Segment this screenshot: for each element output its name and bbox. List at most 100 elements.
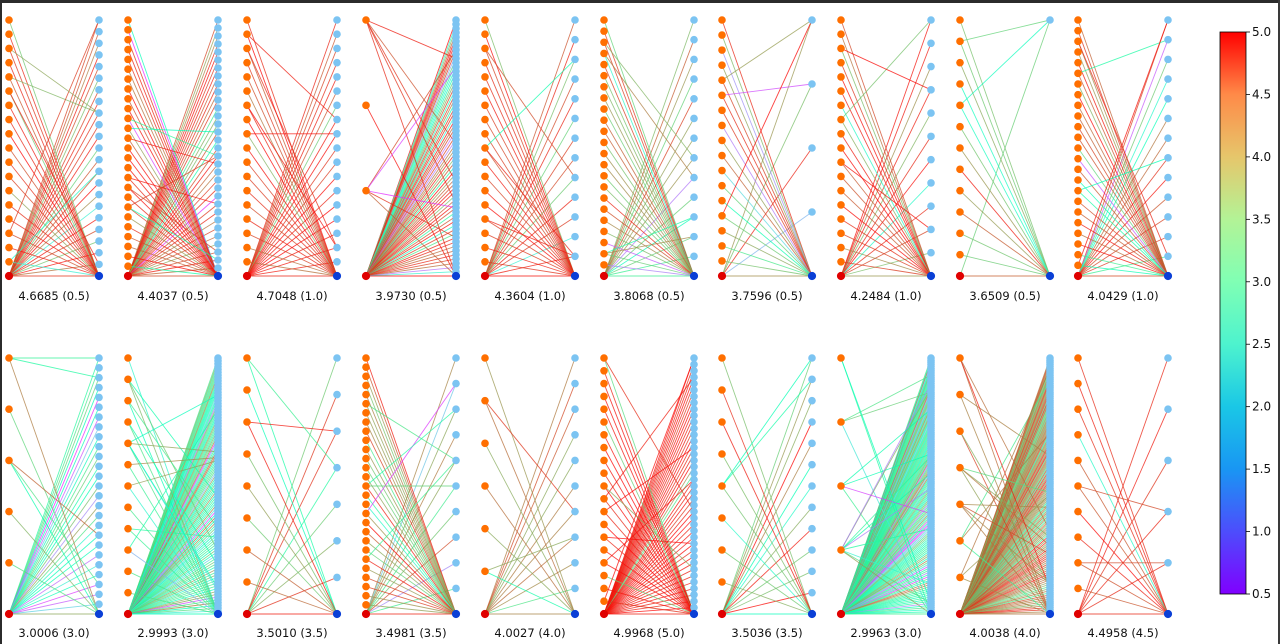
left-node [5,44,13,53]
edge-group [127,19,219,277]
left-node [1074,154,1082,163]
right-node [1164,559,1172,567]
left-node [362,591,370,600]
left-node [600,418,608,426]
left-node [362,16,370,24]
graph-edge [484,34,576,277]
left-node [837,257,845,266]
left-node [837,87,845,95]
graph-edge [127,115,219,277]
graph-edge [365,604,457,615]
graph-edge [365,173,457,277]
graph-edge [721,185,813,277]
right-node [1164,456,1172,465]
left-node [718,386,726,394]
right-node [1164,16,1172,24]
right-node [333,573,341,582]
right-node [690,584,698,593]
graph-edge [840,19,932,120]
graph-edge [127,137,219,277]
graph-edge [721,389,813,615]
panel-caption: 4.0027 (4.0) [494,626,565,640]
graph-edge [840,161,932,230]
right-node [214,128,222,136]
right-node [333,229,341,238]
left-node [1074,101,1082,110]
graph-edge [1077,147,1169,277]
graph-edge [603,415,695,615]
edge-group [127,357,219,615]
right-node [214,96,222,104]
graph-edge [603,216,695,277]
graph-panel: 3.0006 (3.0) [4,354,104,640]
graph-edge [127,602,219,615]
graph-edge [840,19,932,277]
graph-edge [127,582,219,615]
graph-panel: 2.9993 (3.0) [123,354,223,640]
right-node [95,74,103,82]
right-node [333,243,341,252]
right-node [571,114,579,123]
graph-edge [365,549,457,615]
edge-group [603,19,695,277]
graph-edge [127,443,219,589]
right-node [95,393,103,402]
graph-edge [840,472,932,551]
left-node [600,520,608,529]
graph-edge [8,147,100,277]
graph-edge [959,467,1051,538]
graph-edge [603,164,695,277]
graph-edge [840,487,932,551]
graph-edge [603,479,695,564]
right-node [214,256,222,264]
right-node [571,379,579,388]
graph-edge [484,98,576,277]
right-node [214,136,222,144]
graph-edge [959,503,1051,508]
left-node [600,238,608,247]
panel-caption: 3.9730 (0.5) [375,289,446,303]
left-node [600,405,608,414]
left-node [481,73,489,81]
left-node [600,16,608,24]
graph-edge [8,466,100,615]
left-node [837,30,845,39]
graph-edge [721,485,813,615]
colorbar-tick-label: 5.0 [1252,25,1271,39]
graph-edge [721,570,813,615]
graph-edge [603,511,695,615]
window-right-border [1278,0,1280,644]
graph-edge [246,161,338,277]
graph-edge [484,400,576,615]
right-node [1164,75,1172,83]
left-node [5,144,13,152]
graph-edge [484,48,576,277]
left-node [481,396,489,405]
graph-edge [840,549,932,615]
sink-node [689,609,699,619]
graph-edge [365,19,457,183]
graph-edge [365,449,457,615]
left-node [600,379,608,388]
edge-group [365,357,457,615]
graph-edge [8,377,100,615]
edge-group [365,19,457,277]
source-node [717,271,727,281]
graph-edge [1077,254,1169,277]
graph-edge [246,549,338,615]
graph-edge [8,133,100,277]
right-node [1046,16,1054,24]
graph-edge [721,245,813,277]
left-node [1074,559,1082,567]
left-node [124,222,132,231]
left-node [362,454,370,463]
right-node [214,176,222,184]
graph-edge [365,249,457,277]
graph-edge [8,564,100,615]
left-node [481,129,489,138]
left-node [1074,16,1082,24]
left-node [243,546,251,554]
node-group [480,354,580,619]
graph-edge [721,592,813,615]
right-node [690,488,698,497]
